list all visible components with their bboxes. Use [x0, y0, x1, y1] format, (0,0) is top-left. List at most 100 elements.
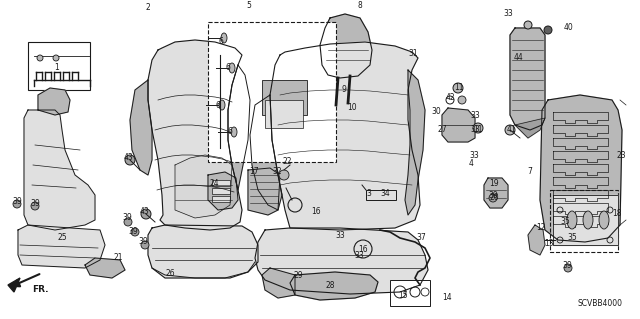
Polygon shape — [38, 88, 70, 115]
Text: 12: 12 — [536, 222, 546, 232]
Text: 27: 27 — [437, 125, 447, 135]
Circle shape — [31, 202, 39, 210]
Polygon shape — [484, 178, 508, 208]
Polygon shape — [18, 225, 105, 268]
Polygon shape — [148, 225, 258, 278]
Polygon shape — [175, 155, 232, 218]
Text: 23: 23 — [616, 151, 626, 160]
Text: SCVBB4000: SCVBB4000 — [577, 299, 622, 308]
Polygon shape — [24, 110, 95, 230]
Polygon shape — [515, 118, 545, 138]
Polygon shape — [442, 108, 475, 142]
Polygon shape — [148, 40, 242, 230]
Text: 34: 34 — [380, 189, 390, 198]
Bar — [366, 190, 396, 200]
Ellipse shape — [583, 211, 593, 229]
Text: 3: 3 — [367, 189, 371, 198]
Polygon shape — [510, 28, 545, 130]
Text: 44: 44 — [513, 54, 523, 63]
Polygon shape — [250, 95, 282, 210]
Polygon shape — [248, 168, 280, 215]
Circle shape — [505, 125, 515, 135]
Circle shape — [131, 228, 139, 236]
Text: 41: 41 — [506, 125, 516, 135]
Bar — [550, 190, 618, 252]
Text: 26: 26 — [165, 270, 175, 278]
Polygon shape — [255, 228, 428, 294]
Text: 42: 42 — [445, 93, 455, 102]
Text: 39: 39 — [122, 213, 132, 222]
Circle shape — [489, 194, 497, 202]
Ellipse shape — [229, 63, 235, 73]
Text: 15: 15 — [398, 291, 408, 300]
Bar — [212, 196, 230, 202]
Bar — [28, 42, 90, 90]
Text: 29: 29 — [293, 271, 303, 279]
Text: 14: 14 — [442, 293, 452, 302]
Text: 35: 35 — [567, 233, 577, 241]
Circle shape — [473, 123, 483, 133]
Text: 40: 40 — [563, 24, 573, 33]
Text: 39: 39 — [562, 262, 572, 271]
Text: 5: 5 — [246, 2, 252, 11]
Circle shape — [564, 264, 572, 272]
Text: 21: 21 — [113, 253, 123, 262]
Circle shape — [279, 170, 289, 180]
Bar — [265, 100, 303, 128]
Text: 37: 37 — [416, 234, 426, 242]
Text: 39: 39 — [12, 197, 22, 205]
Text: 6: 6 — [225, 63, 230, 72]
Circle shape — [125, 155, 135, 165]
Text: 6: 6 — [216, 100, 220, 109]
Text: 33: 33 — [469, 151, 479, 160]
Text: 11: 11 — [454, 84, 464, 93]
Bar — [212, 180, 230, 186]
Text: FR.: FR. — [32, 286, 49, 294]
Circle shape — [141, 209, 151, 219]
Bar — [208, 22, 336, 162]
Bar — [262, 80, 307, 115]
Text: 24: 24 — [209, 179, 219, 188]
Circle shape — [453, 83, 463, 93]
Ellipse shape — [599, 211, 609, 229]
Text: 18: 18 — [612, 209, 621, 218]
Text: 30: 30 — [431, 108, 441, 116]
Text: 7: 7 — [527, 167, 532, 176]
Text: 28: 28 — [325, 281, 335, 291]
Ellipse shape — [219, 100, 225, 110]
Text: 33: 33 — [335, 232, 345, 241]
Circle shape — [524, 21, 532, 29]
Text: 39: 39 — [128, 226, 138, 235]
Text: 33: 33 — [354, 251, 364, 261]
Ellipse shape — [221, 33, 227, 43]
Circle shape — [458, 96, 466, 104]
Circle shape — [544, 26, 552, 34]
Bar — [390, 280, 430, 306]
Text: 4: 4 — [468, 159, 474, 167]
Polygon shape — [290, 272, 378, 300]
Text: 35: 35 — [560, 218, 570, 226]
Polygon shape — [208, 172, 238, 210]
Polygon shape — [405, 70, 425, 215]
Polygon shape — [228, 65, 250, 190]
Text: 39: 39 — [138, 238, 148, 247]
Text: 25: 25 — [57, 234, 67, 242]
Text: 13: 13 — [544, 240, 554, 249]
Ellipse shape — [231, 127, 237, 137]
Text: 10: 10 — [347, 102, 357, 112]
Polygon shape — [85, 258, 125, 278]
Text: 11: 11 — [473, 124, 483, 133]
Polygon shape — [320, 14, 372, 78]
Polygon shape — [270, 42, 420, 230]
Text: 6: 6 — [219, 38, 223, 47]
Text: 2: 2 — [146, 4, 150, 12]
Circle shape — [53, 55, 59, 61]
Circle shape — [124, 218, 132, 226]
Text: 22: 22 — [282, 157, 292, 166]
Text: 39: 39 — [30, 198, 40, 207]
Text: 39: 39 — [488, 190, 498, 199]
Text: 8: 8 — [358, 2, 362, 11]
Text: 43: 43 — [123, 153, 133, 162]
Text: 33: 33 — [503, 10, 513, 19]
Text: 16: 16 — [311, 207, 321, 217]
